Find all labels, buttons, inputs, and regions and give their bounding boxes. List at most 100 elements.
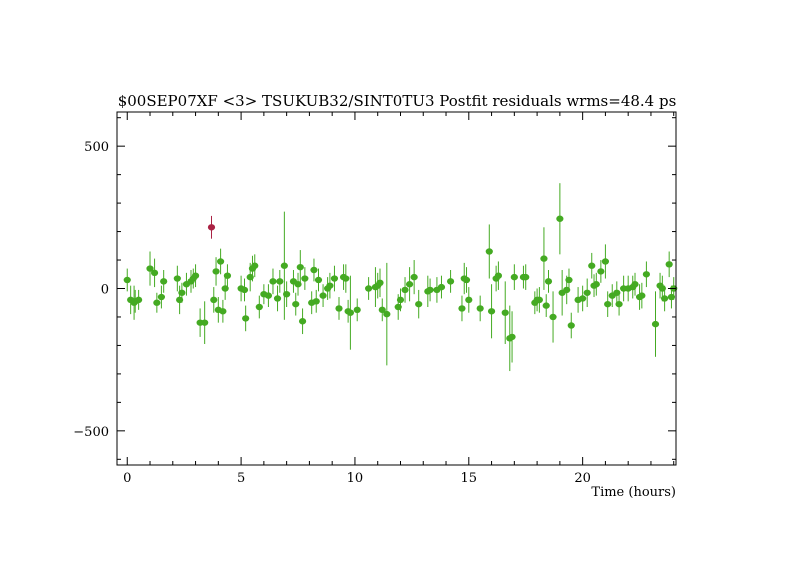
good-residual-point [394, 303, 402, 311]
error-bars-group [126, 183, 675, 372]
good-residual-point [510, 273, 518, 281]
good-residual-point [665, 261, 673, 268]
good-residual-point [567, 322, 575, 329]
y-tick-label: −500 [73, 425, 109, 440]
good-residual-point [294, 281, 302, 288]
good-residual-point [383, 310, 391, 318]
data-points-group [123, 215, 678, 342]
good-residual-point [335, 305, 343, 312]
good-residual-point [396, 296, 405, 304]
good-residual-point [223, 272, 232, 279]
good-residual-point [658, 285, 666, 292]
good-residual-point [273, 295, 282, 302]
good-residual-point [485, 248, 493, 255]
y-tick-label: 0 [101, 283, 109, 298]
good-residual-point [296, 263, 304, 271]
good-residual-point [588, 262, 596, 269]
good-residual-point [314, 276, 323, 284]
good-residual-point [150, 269, 159, 277]
good-residual-point [437, 283, 446, 291]
x-axis-label: Time (hours) [591, 485, 676, 500]
good-residual-point [269, 278, 277, 285]
good-residual-point [458, 305, 466, 312]
good-residual-point [597, 268, 605, 275]
good-residual-point [592, 281, 600, 288]
good-residual-point [319, 292, 327, 299]
good-residual-point [542, 302, 550, 309]
good-residual-point [604, 300, 612, 308]
good-residual-point [415, 300, 423, 308]
good-residual-point [476, 305, 484, 312]
good-residual-point [487, 308, 496, 315]
good-residual-point [240, 286, 249, 294]
x-tick-label: 20 [574, 471, 591, 486]
good-residual-point [298, 318, 307, 325]
good-residual-point [549, 313, 557, 321]
good-residual-point [283, 290, 291, 298]
good-residual-point [651, 320, 660, 328]
good-residual-point [556, 215, 564, 222]
good-residual-point [535, 296, 543, 304]
good-residual-point [565, 276, 573, 284]
good-residual-point [446, 278, 455, 285]
good-residual-point [217, 258, 225, 265]
good-residual-point [642, 271, 650, 278]
good-residual-point [346, 309, 354, 316]
good-residual-point [276, 278, 284, 285]
good-residual-point [280, 262, 288, 269]
y-tick-label: 500 [84, 140, 109, 155]
good-residual-point [378, 306, 386, 314]
good-residual-point [191, 272, 200, 279]
good-residual-point [615, 300, 623, 308]
good-residual-point [667, 293, 676, 301]
good-residual-point [251, 262, 259, 269]
good-residual-point [342, 275, 350, 282]
outlier-residual-point [207, 224, 216, 231]
good-residual-point [638, 292, 646, 299]
good-residual-point [178, 289, 186, 296]
good-residual-point [501, 309, 509, 316]
good-residual-point [376, 279, 384, 287]
good-residual-point [221, 285, 229, 292]
good-residual-point [405, 281, 414, 288]
good-residual-point [353, 306, 361, 314]
good-residual-point [326, 282, 334, 289]
good-residual-point [212, 268, 220, 275]
good-residual-point [219, 308, 227, 315]
good-residual-point [661, 295, 669, 302]
good-residual-point [264, 292, 273, 299]
good-residual-point [255, 303, 263, 311]
x-tick-label: 0 [123, 471, 131, 486]
good-residual-point [292, 300, 300, 308]
good-residual-point [579, 295, 587, 302]
good-residual-point [465, 296, 473, 304]
good-residual-point [160, 278, 168, 285]
good-residual-point [246, 273, 254, 281]
good-residual-point [613, 289, 621, 296]
y-axis-ticks: −500 0 500 [73, 117, 676, 460]
x-tick-label: 5 [237, 471, 245, 486]
good-residual-point [330, 275, 339, 282]
good-residual-point [242, 315, 250, 322]
good-residual-point [426, 286, 434, 294]
good-residual-point [310, 266, 318, 274]
good-residual-point [540, 255, 548, 262]
good-residual-point [462, 276, 471, 284]
x-tick-label: 10 [347, 471, 364, 486]
good-residual-point [201, 319, 209, 326]
good-residual-point [508, 333, 516, 341]
good-residual-point [210, 296, 218, 304]
good-residual-point [365, 285, 373, 292]
good-residual-point [544, 278, 553, 285]
good-residual-point [494, 272, 502, 279]
x-axis-ticks: 0 5 10 15 20 [123, 112, 675, 486]
good-residual-point [522, 273, 530, 281]
good-residual-point [410, 273, 418, 281]
good-residual-point [146, 265, 154, 272]
good-residual-point [173, 275, 181, 282]
good-residual-point [312, 298, 320, 305]
good-residual-point [135, 296, 143, 304]
x-tick-label: 15 [461, 471, 478, 486]
good-residual-point [176, 296, 184, 304]
